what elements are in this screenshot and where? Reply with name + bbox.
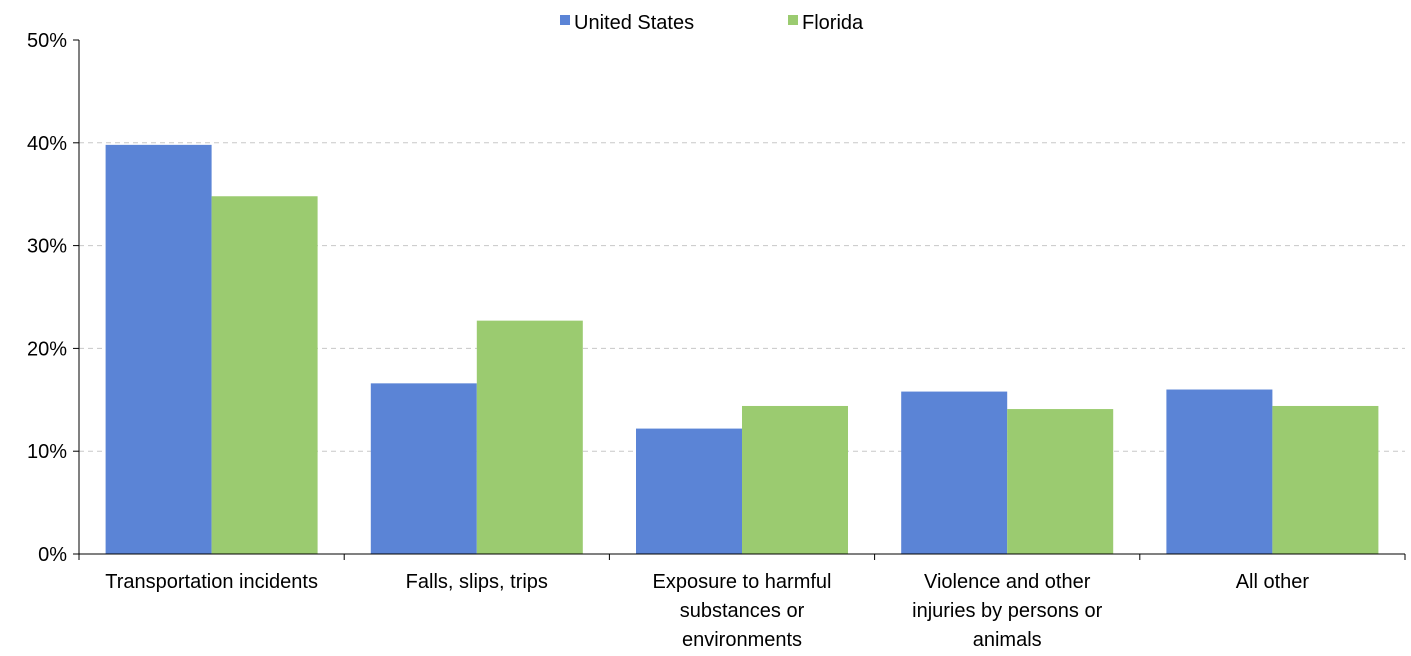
y-tick-label: 40%	[27, 133, 67, 155]
y-tick-label: 0%	[38, 544, 67, 566]
x-tick-label: Falls, slips, trips	[406, 571, 548, 593]
x-tick-labels: Transportation incidents Falls, slips, tr…	[105, 571, 1309, 651]
x-tick-label: Violence and other injuries by persons or…	[912, 571, 1102, 651]
bar-united-states	[105, 144, 212, 554]
bar-florida	[1007, 409, 1114, 554]
legend-swatch	[560, 15, 570, 25]
legend: United States Florida	[560, 12, 864, 34]
bar-florida	[211, 196, 318, 555]
bar-united-states	[636, 428, 742, 554]
legend-label: United States	[574, 12, 694, 34]
y-tick-label: 30%	[27, 236, 67, 258]
bar-florida	[476, 320, 583, 554]
legend-swatch	[788, 15, 798, 25]
bar-florida	[1272, 405, 1379, 554]
axes	[73, 39, 1406, 560]
bar-florida	[742, 405, 848, 554]
x-tick-label: Transportation incidents	[105, 571, 318, 593]
bar-united-states	[901, 391, 1008, 554]
bars	[105, 144, 1379, 555]
x-tick-label: Exposure to harmful substances or environm…	[653, 571, 832, 651]
y-tick-label: 50%	[27, 30, 67, 52]
legend-label: Florida	[802, 12, 864, 34]
bar-united-states	[1166, 389, 1273, 554]
y-tick-label: 20%	[27, 338, 67, 360]
y-tick-labels: 0% 10% 20% 30% 40% 50%	[27, 30, 67, 566]
y-tick-label: 10%	[27, 441, 67, 463]
bar-united-states	[370, 383, 477, 554]
x-tick-label: All other	[1236, 571, 1310, 593]
